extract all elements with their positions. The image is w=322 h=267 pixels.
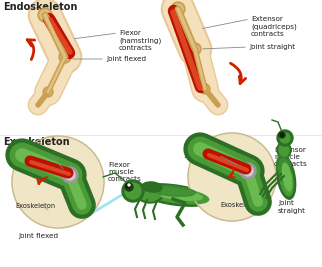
Circle shape <box>173 4 183 14</box>
Circle shape <box>200 84 210 94</box>
Ellipse shape <box>279 144 289 156</box>
Ellipse shape <box>142 182 162 192</box>
Ellipse shape <box>277 153 291 183</box>
Text: Joint straight: Joint straight <box>249 44 295 50</box>
Ellipse shape <box>148 188 202 200</box>
Circle shape <box>202 86 208 92</box>
Circle shape <box>189 43 201 55</box>
Text: Joint flexed: Joint flexed <box>18 233 58 239</box>
Circle shape <box>122 180 144 202</box>
Circle shape <box>243 166 253 176</box>
Circle shape <box>12 136 104 228</box>
Text: Extensor
muscle
contracts: Extensor muscle contracts <box>274 147 308 167</box>
Text: Exoskeleton: Exoskeleton <box>220 202 260 208</box>
Text: Flexor
muscle
contracts: Flexor muscle contracts <box>108 162 142 182</box>
Circle shape <box>65 170 75 180</box>
Ellipse shape <box>141 186 209 204</box>
Circle shape <box>61 53 69 61</box>
Circle shape <box>59 51 71 63</box>
Text: Joint flexed: Joint flexed <box>106 56 146 62</box>
Text: Joint: Joint <box>184 152 200 158</box>
Circle shape <box>38 8 52 22</box>
Circle shape <box>125 183 133 191</box>
Text: Endoskeleton: Endoskeleton <box>3 2 77 12</box>
Circle shape <box>126 184 130 188</box>
Text: Flexor
(hamstring)
contracts: Flexor (hamstring) contracts <box>119 30 161 50</box>
Circle shape <box>240 163 256 179</box>
Circle shape <box>191 45 199 53</box>
Ellipse shape <box>136 183 164 203</box>
Ellipse shape <box>282 163 292 191</box>
Circle shape <box>128 184 130 186</box>
Ellipse shape <box>276 155 296 199</box>
Circle shape <box>280 133 290 143</box>
Circle shape <box>125 183 141 199</box>
Ellipse shape <box>277 142 291 158</box>
Ellipse shape <box>279 158 293 196</box>
Circle shape <box>62 167 78 183</box>
Ellipse shape <box>151 186 195 196</box>
Circle shape <box>171 2 185 16</box>
Circle shape <box>280 134 283 136</box>
Circle shape <box>40 10 50 20</box>
Ellipse shape <box>138 184 212 206</box>
Circle shape <box>277 130 293 146</box>
Text: Joint: Joint <box>15 151 31 157</box>
Text: Joint
straight: Joint straight <box>278 201 306 214</box>
Circle shape <box>45 89 51 95</box>
Text: Exoskeleton: Exoskeleton <box>15 203 55 209</box>
Text: Exoskeleton: Exoskeleton <box>3 137 70 147</box>
Circle shape <box>279 132 285 138</box>
Ellipse shape <box>139 185 161 201</box>
Circle shape <box>43 87 53 97</box>
Text: Extensor
(quadriceps)
contracts: Extensor (quadriceps) contracts <box>251 16 297 37</box>
Circle shape <box>188 133 276 221</box>
